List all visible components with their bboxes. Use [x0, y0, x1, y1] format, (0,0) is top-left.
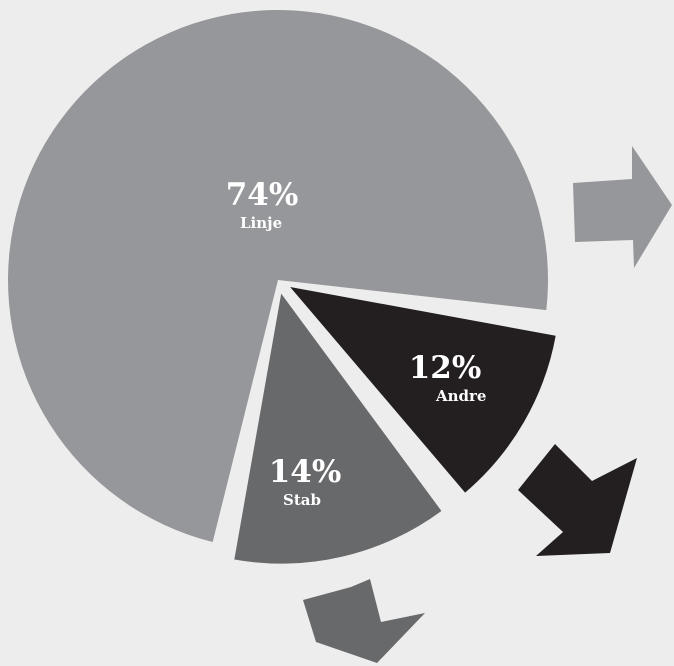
pie-slice-linje: [7, 9, 549, 542]
slice-value-linje: 74%: [226, 177, 299, 213]
slice-value-andre: 12%: [409, 350, 482, 386]
pie-slices: [7, 9, 556, 564]
slice-label-andre: Andre: [435, 387, 486, 405]
arrow-down-icon: [303, 579, 425, 663]
trend-arrows: [303, 146, 672, 663]
slice-labels: 74%Linje 12%Andre 14%Stab: [226, 177, 487, 509]
arrow-right-icon: [573, 146, 672, 268]
slice-value-stab: 14%: [269, 454, 342, 490]
pie-slice-andre: [290, 287, 556, 493]
pie-slice-stab: [234, 293, 442, 564]
slice-label-stab: Stab: [283, 491, 321, 509]
slice-label-linje: Linje: [240, 214, 282, 232]
arrow-down-right-icon: [518, 444, 637, 556]
